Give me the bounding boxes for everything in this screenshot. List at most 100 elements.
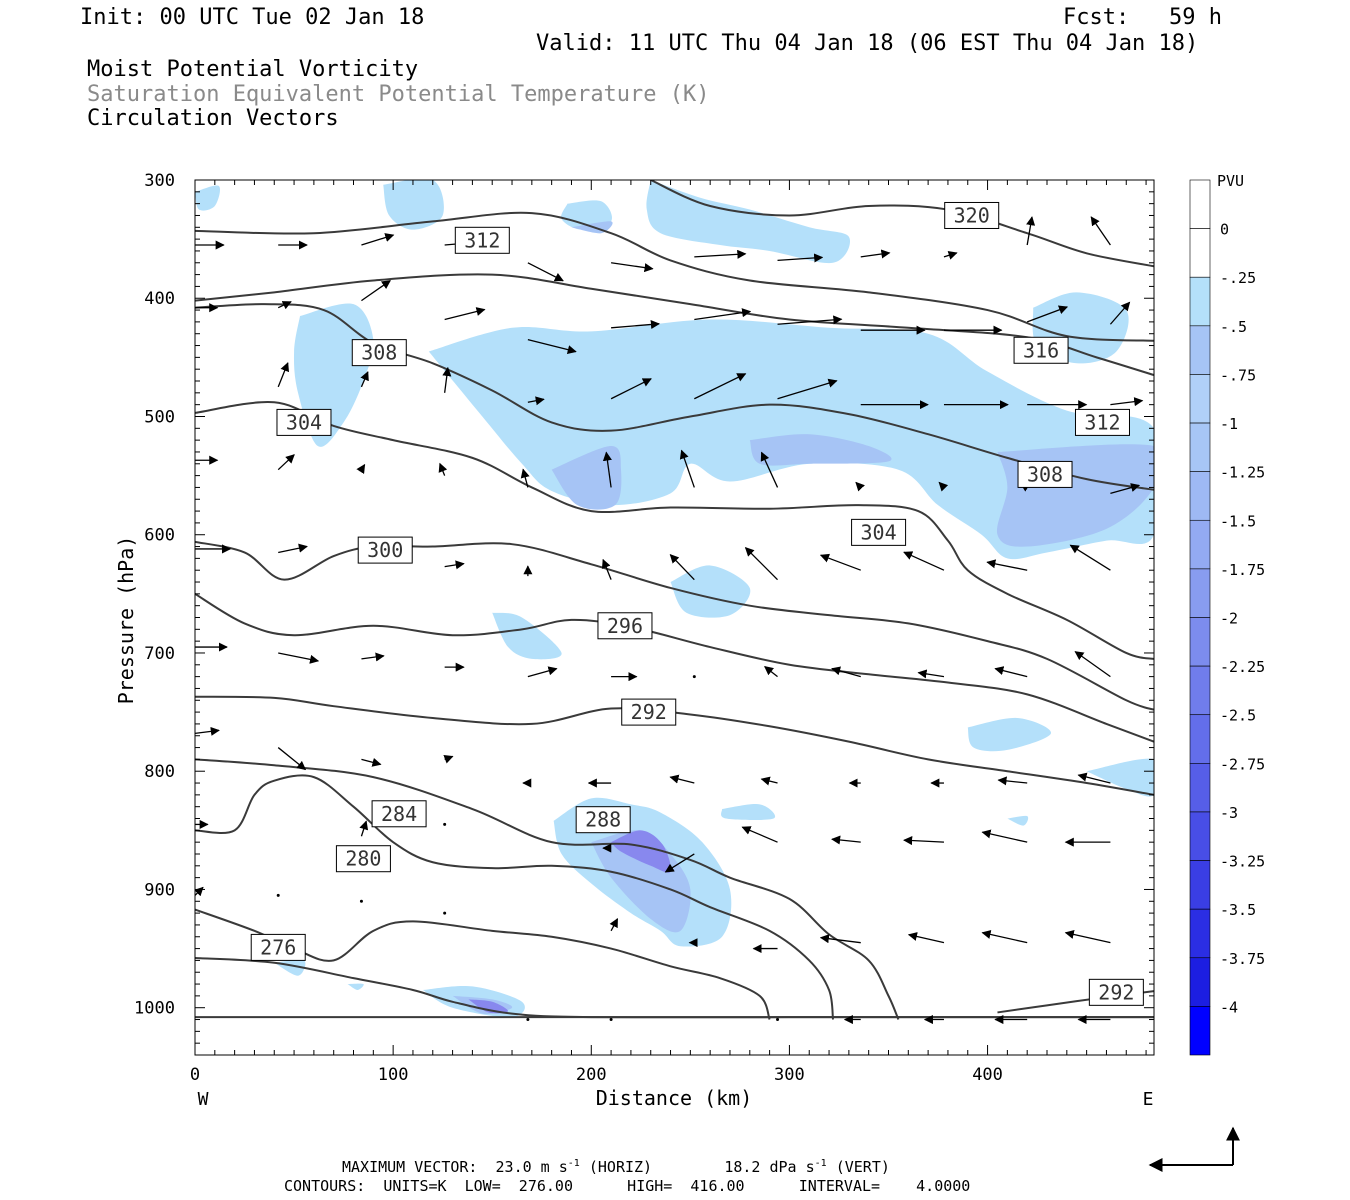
forecast-hour: Fcst: 59 h [1063,5,1222,30]
contour-label: 312 [1074,408,1130,436]
contour-label-text: 284 [381,802,417,826]
pv-region [1086,758,1154,797]
colorbar-swatch [1189,228,1211,278]
circulation-vector [601,558,612,580]
colorbar-swatch [1189,811,1211,861]
circulation-vector [1069,544,1111,571]
pv-region [1007,815,1029,826]
colorbar-tick-label: -1.25 [1220,464,1265,482]
colorbar-tick-label: -1.5 [1220,512,1256,530]
y-tick-label: 400 [144,289,175,309]
pv-region [749,434,892,466]
circulation-vector [278,652,320,664]
colorbar-tick-label: -1.75 [1220,561,1265,579]
pv-region [561,200,613,230]
colorbar-tick-label: -.75 [1220,366,1256,384]
colorbar-swatch [1189,665,1211,716]
circulation-vector [277,362,290,388]
circulation-vector [669,554,695,581]
circulation-vector [777,315,843,325]
colorbar-swatch [1189,860,1211,910]
circulation-vector [277,454,295,471]
colorbar-swatch [1189,568,1211,618]
colorbar-unit: PVU [1217,172,1244,190]
colorbar-swatch [1189,374,1211,424]
circulation-vector [527,262,564,282]
y-tick-label: 700 [144,644,175,664]
circulation-vector [527,396,545,406]
contour-label-text: 292 [1098,980,1134,1004]
colorbar-swatch [1189,1006,1211,1056]
contour-284 [195,774,835,1020]
pv-region [195,185,221,211]
circulation-vector [359,899,363,903]
contour-308 [195,303,1154,491]
colorbar-tick-label: -3.25 [1220,853,1265,871]
contour-label: 312 [454,226,510,254]
circulation-vector [777,253,824,263]
circulation-vector [831,835,861,845]
circulation-vector [1077,772,1111,784]
circulation-vector [277,747,307,771]
colorbar-tick-label: -.5 [1220,318,1247,336]
circulation-vector [986,559,1028,571]
colorbar-swatch [1189,714,1211,764]
valid-time: Valid: 11 UTC Thu 04 Jan 18 (06 EST Thu … [536,31,1199,56]
contour-label: 292 [1088,978,1144,1006]
axes: 0 100 200 300 400 300 400 500 600 700 800 900 1000 [134,171,1154,1085]
contour-288 [195,758,900,1020]
circulation-vector [359,820,369,837]
colorbar-swatch [1189,471,1211,521]
contour-320 [650,180,1154,268]
contour-label: 308 [1017,460,1073,488]
circulation-vector [443,755,454,764]
circulation-vector [602,451,612,488]
y-tick-label: 300 [144,171,175,191]
field-title-pv: Moist Potential Vorticity [87,57,419,82]
colorbar-swatch [1189,179,1211,229]
y-tick-label: 600 [144,526,175,546]
circulation-vector [444,560,465,570]
circulation-vector [692,675,696,679]
circulation-vector [278,543,308,554]
colorbar-tick-label: 0 [1220,221,1229,239]
circulation-vector [664,853,695,873]
contour-label-text: 320 [954,203,990,227]
colorbar-tick-label: -2.5 [1220,707,1256,725]
contour-label: 320 [944,201,1000,229]
colorbar-swatch [1189,908,1211,959]
colorbar-tick-label: -3 [1220,804,1238,822]
colorbar-swatch [1189,325,1211,375]
circulation-vector [443,822,447,826]
circulation-vector [520,468,530,488]
contour-304 [195,401,1154,660]
circulation-vector [526,1018,530,1022]
colorbar-tick-label: -2 [1220,610,1238,628]
circulation-vector [669,774,695,784]
field-title-thetae: Saturation Equivalent Potential Temperat… [87,82,710,107]
field-title-vectors: Circulation Vectors [87,106,339,131]
contour-label: 296 [597,612,653,640]
contour-label: 280 [335,845,391,873]
circulation-vector [1110,483,1141,494]
circulation-vector [981,829,1028,843]
circulation-vector [1064,930,1111,944]
circulation-vector [360,371,369,388]
circulation-vector [1110,397,1144,407]
circulation-vector [855,481,865,492]
circulation-vector [442,366,452,393]
circulation-vector [195,886,204,897]
x-axis-title: Distance (km) [596,1086,753,1110]
contour-label-text: 304 [861,520,897,544]
circulation-vector [443,911,447,915]
max-vector-line: MAXIMUM VECTOR: 23.0 m s-1 (HORIZ) 18.2 … [342,1158,890,1176]
circulation-vector [611,319,661,330]
pv-region [967,717,1052,752]
colorbar: PVU 0 -.25 -.5 -.75 -1 -1.25 -1.5 -1.75 -2 -2.25 -2… [1189,172,1265,1056]
x-tick-label: 200 [576,1065,607,1085]
circulation-vector [610,378,652,400]
contour-label-text: 288 [585,808,621,832]
circulation-vector [361,757,382,767]
circulation-vector [694,373,747,400]
colorbar-swatch [1189,763,1211,813]
